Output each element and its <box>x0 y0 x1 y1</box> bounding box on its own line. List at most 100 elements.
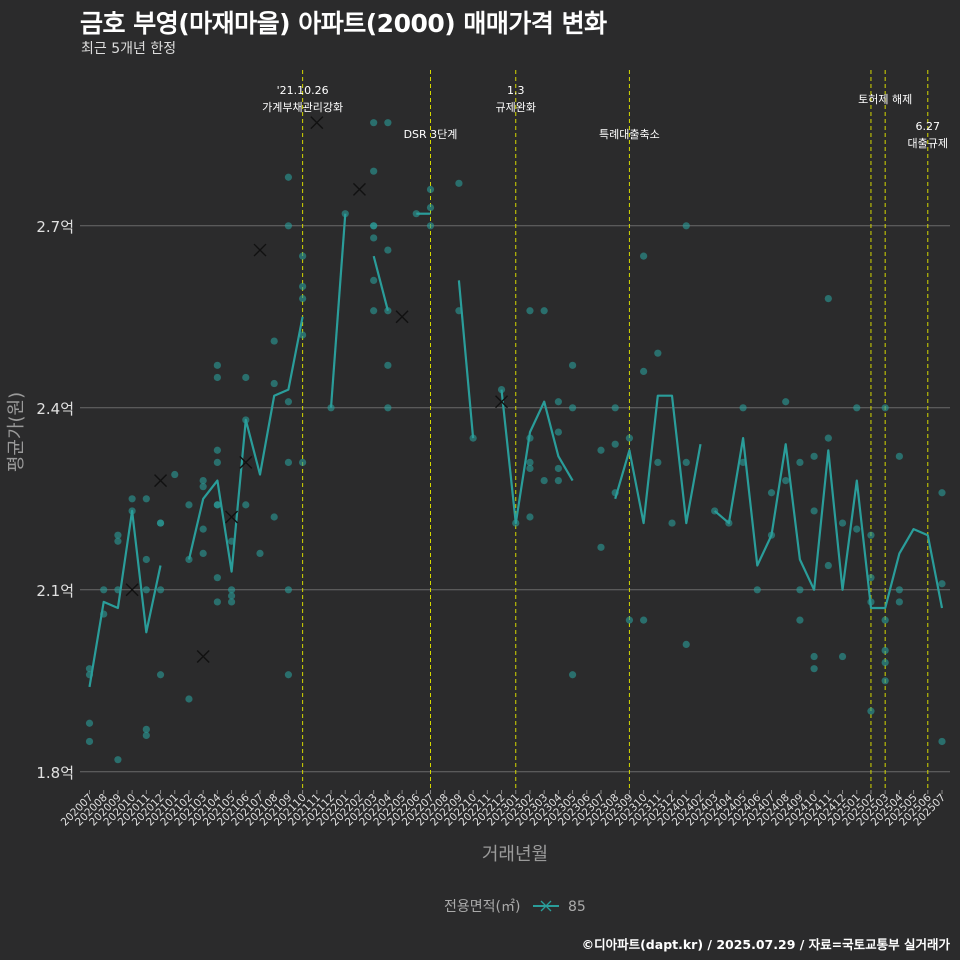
transaction-point <box>114 537 122 545</box>
transaction-point <box>412 210 420 218</box>
transaction-point <box>142 586 150 594</box>
transaction-point <box>640 252 648 260</box>
cross-marker <box>310 116 324 130</box>
transaction-point <box>114 756 122 764</box>
transaction-point <box>881 677 889 685</box>
transaction-point <box>838 652 847 661</box>
transaction-point <box>256 549 264 558</box>
transaction-point <box>881 659 889 667</box>
transaction-point <box>299 252 307 260</box>
transaction-point <box>668 519 676 527</box>
transaction-point <box>142 495 150 503</box>
y-tick-label: 2.7억 <box>36 218 74 236</box>
legend-entry-85: 85 <box>568 899 586 915</box>
transaction-point <box>185 501 193 509</box>
transaction-point <box>640 616 648 624</box>
legend-cross-swatch <box>540 900 552 912</box>
event-label: 가계부채관리강화 <box>262 101 343 114</box>
transaction-point <box>299 295 307 303</box>
price-line-segment <box>187 316 304 573</box>
transaction-point <box>526 307 534 315</box>
transaction-point <box>824 434 832 442</box>
transaction-point <box>867 707 875 715</box>
transaction-point <box>654 349 662 357</box>
transaction-point <box>370 307 378 315</box>
transaction-point <box>384 307 392 315</box>
transaction-point <box>213 361 221 369</box>
transaction-point <box>370 222 378 230</box>
transaction-point <box>270 379 278 388</box>
average-price-line <box>88 212 944 688</box>
transaction-point <box>270 513 278 521</box>
transaction-point <box>242 501 250 509</box>
price-line-segment <box>457 280 475 439</box>
cross-marker <box>352 182 366 196</box>
transaction-point <box>810 452 818 460</box>
transaction-point <box>185 695 193 703</box>
legend-title: 전용면적(㎡) <box>444 899 520 915</box>
transaction-point <box>284 671 293 679</box>
transaction-point <box>554 464 562 473</box>
transaction-point <box>625 616 634 624</box>
transaction-point <box>654 458 662 466</box>
event-label: 1.3 <box>507 84 525 97</box>
transaction-point <box>284 458 293 466</box>
transaction-point <box>85 737 94 746</box>
transaction-point <box>227 598 236 606</box>
transaction-point <box>299 331 307 339</box>
transaction-point <box>384 361 392 369</box>
transaction-point <box>526 458 534 466</box>
transaction-point <box>810 507 818 515</box>
transaction-point <box>156 671 165 679</box>
transaction-point <box>640 367 648 375</box>
transaction-point <box>384 119 392 127</box>
cross-marker <box>253 243 267 257</box>
transaction-point <box>199 549 207 558</box>
transaction-point <box>881 404 889 412</box>
transaction-point <box>455 179 463 187</box>
event-label: DSR 3단계 <box>404 128 458 141</box>
source-caption: ©디아파트(dapt.kr) / 2025.07.29 / 자료=국토교통부 실… <box>581 937 950 952</box>
cross-marker <box>225 510 239 524</box>
transaction-point <box>370 276 378 284</box>
transaction-point <box>881 646 889 655</box>
transaction-point <box>895 598 903 606</box>
transaction-point <box>142 731 150 740</box>
transaction-point <box>682 222 690 230</box>
cross-marker <box>495 395 509 409</box>
grid-lines <box>80 225 950 773</box>
event-label: 토허제 해제 <box>858 92 912 106</box>
transaction-point <box>156 586 165 594</box>
transaction-point <box>213 373 221 382</box>
transaction-point <box>156 519 165 527</box>
transaction-point <box>782 398 790 406</box>
transaction-point <box>739 404 747 412</box>
transaction-point <box>426 185 435 193</box>
transaction-point <box>384 246 392 254</box>
transaction-point <box>213 446 221 454</box>
event-label: 규제완화 <box>496 101 536 114</box>
transaction-point <box>370 167 378 175</box>
transaction-point <box>938 580 946 588</box>
transaction-point <box>838 519 847 527</box>
transaction-point <box>142 725 150 733</box>
transaction-point <box>370 119 378 127</box>
cross-marker <box>395 310 409 324</box>
event-label: 대출규제 <box>908 137 948 150</box>
transaction-point <box>796 586 804 594</box>
cross-marker <box>125 583 139 597</box>
transaction-point <box>625 434 634 442</box>
price-line-segment <box>372 255 389 311</box>
transaction-point <box>227 592 236 600</box>
transaction-point <box>554 398 562 406</box>
transaction-point <box>270 337 278 345</box>
transaction-point <box>810 665 818 673</box>
y-axis-ticks: 1.8억 2.1억 2.4억 2.7억 <box>36 218 74 782</box>
transaction-point <box>881 616 889 624</box>
transaction-point <box>824 295 832 303</box>
transaction-point <box>611 440 619 448</box>
price-line-segment <box>614 394 702 525</box>
transaction-point <box>199 483 207 491</box>
